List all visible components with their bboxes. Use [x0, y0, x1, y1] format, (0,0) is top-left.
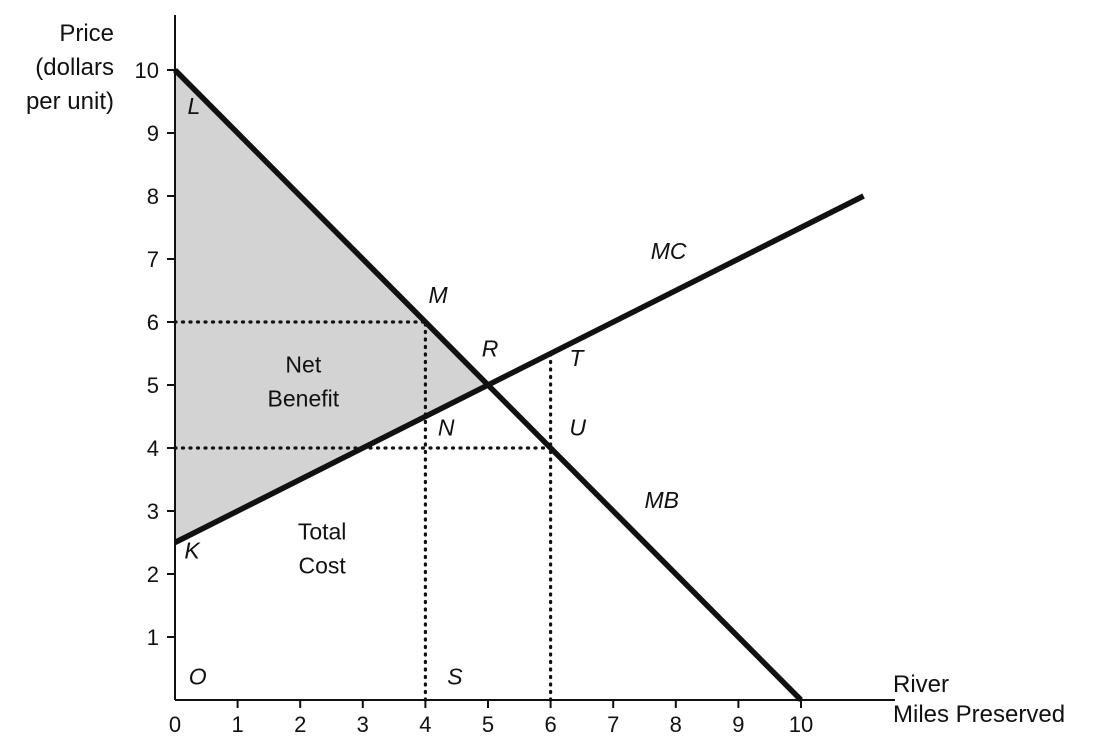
- y-tick-label: 7: [147, 247, 159, 272]
- point-label: R: [482, 336, 499, 362]
- x-axis-title-line: River: [893, 671, 950, 698]
- y-axis-title-line: Price: [59, 20, 114, 47]
- x-tick-label: 7: [607, 712, 619, 737]
- y-tick-label: 10: [135, 58, 159, 83]
- point-label: K: [184, 537, 201, 563]
- y-axis-title-line: (dollars: [35, 54, 114, 81]
- point-label: L: [188, 93, 201, 119]
- x-tick-label: 3: [357, 712, 369, 737]
- y-tick-label: 9: [147, 121, 159, 146]
- x-tick-label: 2: [294, 712, 306, 737]
- x-axis-title-line: Miles Preserved: [893, 701, 1066, 728]
- x-tick-label: 5: [482, 712, 494, 737]
- y-axis-title-line: per unit): [25, 88, 114, 115]
- x-axis-title: River Miles Preserved: [893, 670, 1065, 730]
- point-label: T: [569, 345, 585, 371]
- point-label: MC: [651, 238, 687, 264]
- point-label: O: [189, 663, 207, 689]
- x-tick-label: 8: [670, 712, 682, 737]
- y-tick-label: 1: [147, 625, 159, 650]
- point-label: MB: [645, 487, 680, 513]
- x-tick-label: 4: [419, 712, 431, 737]
- area-label: Total: [298, 518, 347, 544]
- area-label: Benefit: [268, 385, 340, 411]
- point-label: N: [438, 414, 455, 440]
- y-tick-label: 6: [147, 310, 159, 335]
- y-tick-label: 4: [147, 436, 159, 461]
- x-tick-label: 10: [789, 712, 813, 737]
- x-tick-label: 6: [544, 712, 556, 737]
- y-tick-label: 2: [147, 562, 159, 587]
- y-axis-title: Price (dollars per unit): [26, 17, 114, 119]
- point-label: U: [569, 414, 586, 440]
- point-label: M: [429, 282, 449, 308]
- x-tick-label: 1: [231, 712, 243, 737]
- point-label: S: [447, 663, 463, 689]
- y-tick-label: 8: [147, 184, 159, 209]
- y-tick-label: 3: [147, 499, 159, 524]
- y-tick-label: 5: [147, 373, 159, 398]
- x-tick-label: 0: [169, 712, 181, 737]
- area-label: Cost: [298, 552, 346, 578]
- x-tick-label: 9: [732, 712, 744, 737]
- series-line-mc: [173, 193, 865, 545]
- area-label: Net: [285, 351, 321, 377]
